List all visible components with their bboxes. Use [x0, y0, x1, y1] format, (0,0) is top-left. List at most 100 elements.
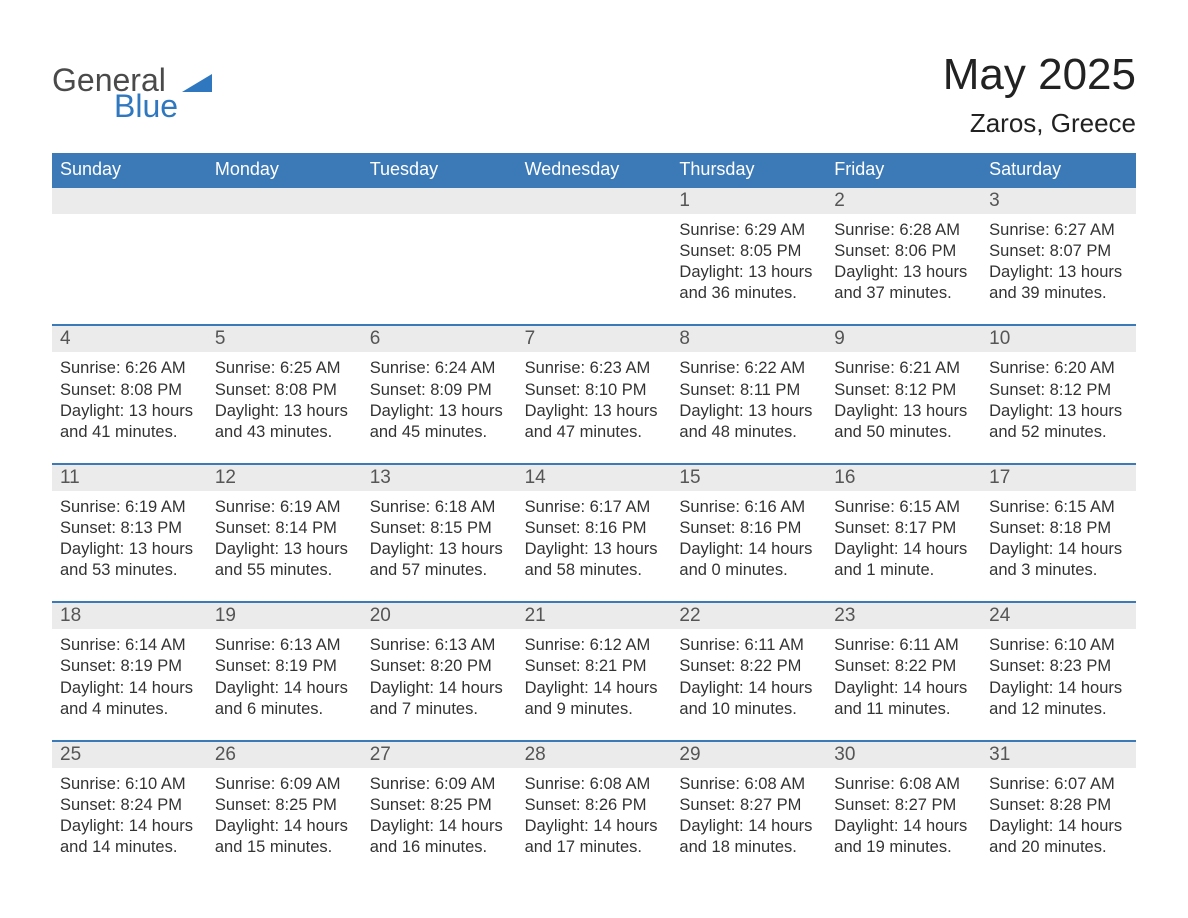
day-cell: Sunrise: 6:28 AMSunset: 8:06 PMDaylight:…	[826, 214, 981, 314]
daylight-line: Daylight: 13 hours and 37 minutes.	[834, 262, 973, 304]
day-cell: Sunrise: 6:27 AMSunset: 8:07 PMDaylight:…	[981, 214, 1136, 314]
day-number: 6	[362, 326, 517, 352]
sunrise-line: Sunrise: 6:19 AM	[60, 497, 199, 518]
daylight-line: Daylight: 14 hours and 9 minutes.	[525, 678, 664, 720]
day-number: 12	[207, 465, 362, 491]
daylight-line: Daylight: 13 hours and 55 minutes.	[215, 539, 354, 581]
day-number: 17	[981, 465, 1136, 491]
daylight-line: Daylight: 13 hours and 39 minutes.	[989, 262, 1128, 304]
sunrise-line: Sunrise: 6:26 AM	[60, 358, 199, 379]
day-cell: Sunrise: 6:29 AMSunset: 8:05 PMDaylight:…	[671, 214, 826, 314]
logo: General Blue	[52, 50, 212, 122]
sunrise-line: Sunrise: 6:13 AM	[215, 635, 354, 656]
sunrise-line: Sunrise: 6:07 AM	[989, 774, 1128, 795]
day-cell	[517, 214, 672, 314]
sunrise-line: Sunrise: 6:25 AM	[215, 358, 354, 379]
daylight-line: Daylight: 14 hours and 1 minute.	[834, 539, 973, 581]
day-cell: Sunrise: 6:10 AMSunset: 8:23 PMDaylight:…	[981, 629, 1136, 729]
location: Zaros, Greece	[943, 108, 1136, 139]
day-number: 11	[52, 465, 207, 491]
daylight-line: Daylight: 14 hours and 17 minutes.	[525, 816, 664, 858]
day-number: 1	[671, 188, 826, 214]
sunset-line: Sunset: 8:19 PM	[215, 656, 354, 677]
weekday-header: Tuesday	[362, 153, 517, 186]
weekday-header: Thursday	[671, 153, 826, 186]
day-number	[362, 188, 517, 214]
sunrise-line: Sunrise: 6:10 AM	[60, 774, 199, 795]
day-number: 20	[362, 603, 517, 629]
sunrise-line: Sunrise: 6:14 AM	[60, 635, 199, 656]
daylight-line: Daylight: 13 hours and 41 minutes.	[60, 401, 199, 443]
sunset-line: Sunset: 8:14 PM	[215, 518, 354, 539]
day-cells: Sunrise: 6:29 AMSunset: 8:05 PMDaylight:…	[52, 214, 1136, 314]
day-number	[517, 188, 672, 214]
daylight-line: Daylight: 13 hours and 47 minutes.	[525, 401, 664, 443]
day-number: 16	[826, 465, 981, 491]
sunset-line: Sunset: 8:22 PM	[679, 656, 818, 677]
day-number: 27	[362, 742, 517, 768]
day-number: 24	[981, 603, 1136, 629]
daylight-line: Daylight: 13 hours and 57 minutes.	[370, 539, 509, 581]
weekday-header-row: SundayMondayTuesdayWednesdayThursdayFrid…	[52, 153, 1136, 186]
daylight-line: Daylight: 14 hours and 12 minutes.	[989, 678, 1128, 720]
daylight-line: Daylight: 13 hours and 58 minutes.	[525, 539, 664, 581]
sunrise-line: Sunrise: 6:15 AM	[989, 497, 1128, 518]
sunrise-line: Sunrise: 6:27 AM	[989, 220, 1128, 241]
day-number: 19	[207, 603, 362, 629]
day-cell: Sunrise: 6:21 AMSunset: 8:12 PMDaylight:…	[826, 352, 981, 452]
sunset-line: Sunset: 8:28 PM	[989, 795, 1128, 816]
sunset-line: Sunset: 8:10 PM	[525, 380, 664, 401]
sunrise-line: Sunrise: 6:15 AM	[834, 497, 973, 518]
sunrise-line: Sunrise: 6:28 AM	[834, 220, 973, 241]
day-cell: Sunrise: 6:08 AMSunset: 8:27 PMDaylight:…	[671, 768, 826, 868]
sunrise-line: Sunrise: 6:11 AM	[679, 635, 818, 656]
day-cell: Sunrise: 6:08 AMSunset: 8:26 PMDaylight:…	[517, 768, 672, 868]
title-block: May 2025 Zaros, Greece	[943, 50, 1136, 139]
day-cell: Sunrise: 6:15 AMSunset: 8:18 PMDaylight:…	[981, 491, 1136, 591]
weekday-header: Friday	[826, 153, 981, 186]
sunset-line: Sunset: 8:27 PM	[679, 795, 818, 816]
daynum-strip: 45678910	[52, 326, 1136, 352]
daylight-line: Daylight: 13 hours and 48 minutes.	[679, 401, 818, 443]
calendar: SundayMondayTuesdayWednesdayThursdayFrid…	[52, 153, 1136, 868]
daylight-line: Daylight: 13 hours and 36 minutes.	[679, 262, 818, 304]
day-cell: Sunrise: 6:24 AMSunset: 8:09 PMDaylight:…	[362, 352, 517, 452]
daylight-line: Daylight: 14 hours and 0 minutes.	[679, 539, 818, 581]
daylight-line: Daylight: 14 hours and 14 minutes.	[60, 816, 199, 858]
daylight-line: Daylight: 14 hours and 11 minutes.	[834, 678, 973, 720]
daynum-strip: 25262728293031	[52, 742, 1136, 768]
daylight-line: Daylight: 14 hours and 16 minutes.	[370, 816, 509, 858]
day-number: 8	[671, 326, 826, 352]
daylight-line: Daylight: 13 hours and 53 minutes.	[60, 539, 199, 581]
sunset-line: Sunset: 8:12 PM	[989, 380, 1128, 401]
logo-text: General Blue	[52, 64, 178, 122]
day-cells: Sunrise: 6:14 AMSunset: 8:19 PMDaylight:…	[52, 629, 1136, 729]
triangle-icon	[182, 70, 212, 92]
day-number: 7	[517, 326, 672, 352]
daylight-line: Daylight: 14 hours and 6 minutes.	[215, 678, 354, 720]
week-row: 25262728293031 Sunrise: 6:10 AM Sunset: 8:…	[52, 740, 1136, 868]
sunset-line: Sunset: 8:09 PM	[370, 380, 509, 401]
sunset-line: Sunset: 8:12 PM	[834, 380, 973, 401]
sunset-line: Sunset: 8:05 PM	[679, 241, 818, 262]
daynum-strip: 18192021222324	[52, 603, 1136, 629]
weekday-header: Sunday	[52, 153, 207, 186]
day-cell: Sunrise: 6:12 AMSunset: 8:21 PMDaylight:…	[517, 629, 672, 729]
day-cell: Sunrise: 6:11 AMSunset: 8:22 PMDaylight:…	[826, 629, 981, 729]
sunset-line: Sunset: 8:08 PM	[215, 380, 354, 401]
day-cell: Sunrise: 6:20 AMSunset: 8:12 PMDaylight:…	[981, 352, 1136, 452]
sunset-line: Sunset: 8:16 PM	[679, 518, 818, 539]
day-number: 15	[671, 465, 826, 491]
day-number: 3	[981, 188, 1136, 214]
daylight-line: Daylight: 13 hours and 45 minutes.	[370, 401, 509, 443]
daylight-line: Daylight: 14 hours and 10 minutes.	[679, 678, 818, 720]
weekday-header: Monday	[207, 153, 362, 186]
day-cell: Sunrise: 6:26 AMSunset: 8:08 PMDaylight:…	[52, 352, 207, 452]
sunrise-line: Sunrise: 6:22 AM	[679, 358, 818, 379]
sunrise-line: Sunrise: 6:20 AM	[989, 358, 1128, 379]
month-title: May 2025	[943, 50, 1136, 100]
sunset-line: Sunset: 8:07 PM	[989, 241, 1128, 262]
day-number: 26	[207, 742, 362, 768]
day-cell: Sunrise: 6:08 AMSunset: 8:27 PMDaylight:…	[826, 768, 981, 868]
sunrise-line: Sunrise: 6:09 AM	[370, 774, 509, 795]
